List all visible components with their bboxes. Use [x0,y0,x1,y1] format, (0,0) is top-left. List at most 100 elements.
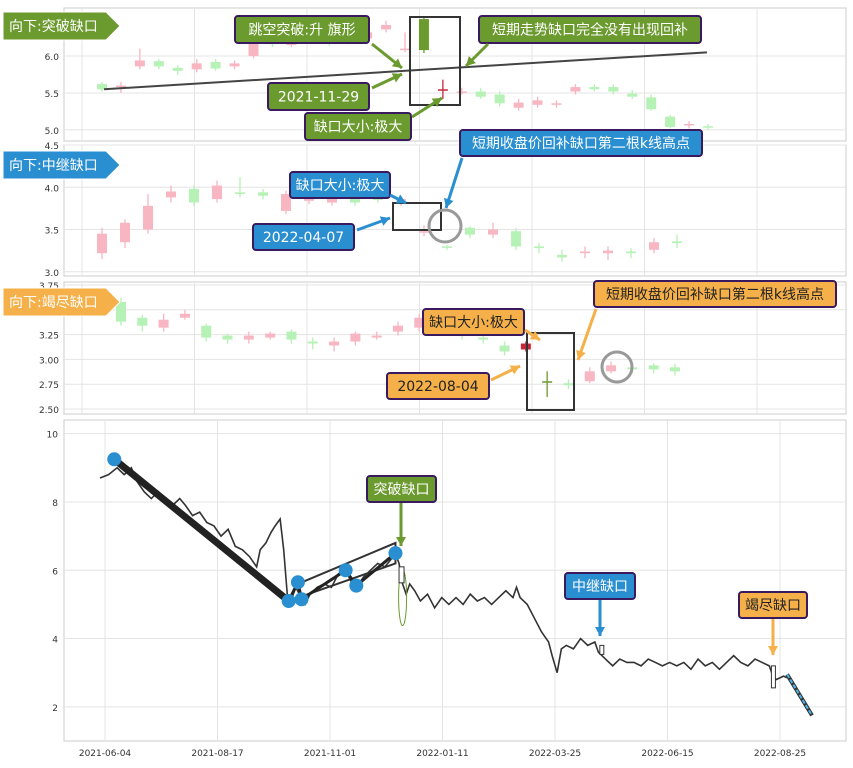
candle-body [350,333,361,342]
candle-body [235,192,245,195]
panel-breakaway: 5.0 5.5 6.0 [45,7,847,142]
annotation-runaway-gap: 中继缺口 [564,572,636,600]
candle-body [580,251,590,254]
candle [258,188,268,200]
annotation-exhaustion-fill: 短期收盘价回补缺口第二根k线高点 [593,280,837,308]
y-tick-label: 3.0 [45,269,60,279]
candle [414,313,425,332]
annotation-runaway-gap-text: 中继缺口 [572,579,628,595]
pattern-point [294,592,309,607]
candle [172,64,183,76]
candle [513,98,524,111]
candle-body [606,365,617,372]
arrow-exhaustion-gap [768,619,778,655]
gap-box [409,16,461,106]
candle-body [419,231,429,233]
candle-body [520,343,531,350]
candle-body [532,100,543,105]
y-tick-label: 4.0 [45,184,60,194]
annotation-breakaway-type: 跳空突破:升 旗形 [234,15,370,44]
candle [437,79,448,99]
candle-body [210,61,221,69]
annotation-breakaway-size-box [304,112,412,141]
candle [649,237,659,254]
candle-body [116,301,126,322]
arrow-exhaustion-gap-head [768,646,778,655]
candle-body [281,194,291,211]
candle-body [648,365,659,370]
candle-body [570,87,581,92]
arrow-exhaustion-date [490,364,521,382]
arrow-runaway-date-head [379,216,390,226]
x-tick-label: 2021-06-04 [79,749,132,759]
candle-body [488,229,498,235]
candle-body [414,317,425,328]
annotation-exhaustion-date-text: 2022-08-04 [397,379,478,395]
fill-circle [600,350,634,384]
candle [442,244,452,250]
arrow-runaway-size-head [395,194,406,204]
y-tick-label: 4.5 [45,142,59,152]
candle-body [513,102,524,108]
candle [542,371,553,398]
arrow-breakaway-gap [396,503,406,546]
arrow-breakaway-size [411,96,443,119]
candle [418,17,429,54]
candle [703,124,713,130]
candle-body [542,381,553,383]
y-tick-label: 6 [52,567,58,577]
candle-body [511,231,521,247]
candle-body [158,319,169,328]
x-tick-label: 2022-06-15 [641,749,693,759]
arrow-runaway-gap-head [595,627,605,636]
annotation-exhaustion-date-box [386,372,490,400]
arrow-exhaustion-size-head [529,330,540,340]
candle [400,32,410,53]
candle-body [584,371,595,382]
candle-body [143,205,153,230]
annotation-breakaway-size-text: 缺口大小:极大 [314,120,403,136]
candle-body [381,24,392,30]
candle [646,94,657,111]
candle [557,249,567,262]
candle-body [201,325,212,338]
annotation-runaway-date-box [252,223,355,251]
candle-body [557,254,567,258]
arrow-breakaway-type [371,42,403,70]
annotation-runaway-size-text: 缺口大小:极大 [296,178,385,194]
candle-body [243,335,254,340]
candle-body [646,97,657,110]
annotation-breakaway-size: 缺口大小:极大 [304,112,412,141]
candle-body [534,246,544,249]
trendline [103,51,708,91]
y-tick-label: 5.5 [45,90,59,100]
y-tick-label: 4 [52,636,58,646]
candle-body [442,246,452,248]
candle [608,84,619,95]
candle [120,219,130,249]
candle-body [189,188,199,203]
candle-body [665,116,676,127]
annotation-exhaustion-date: 2022-08-04 [386,372,490,400]
annotation-no-fill: 短期走势缺口完全没有出现回补 [478,15,702,44]
annotation-exhaustion-fill-text: 短期收盘价回补缺口第二根k线高点 [606,286,824,303]
gap-box [392,202,442,231]
candle-body [551,103,562,105]
candle [551,100,562,108]
candle [499,341,510,356]
x-tick-label: 2022-03-25 [529,749,581,759]
candle-body [684,124,695,126]
annotation-runaway-size: 缺口大小:极大 [289,171,391,199]
candle-body [307,341,318,344]
candle [116,297,126,326]
candle [97,227,107,260]
candle [137,314,148,332]
candle-body [97,233,107,254]
candle-body [494,94,505,104]
exhaustion-gap-box [770,665,776,689]
candle-body [265,333,276,338]
candle-body [120,222,130,243]
candle [229,60,240,70]
annotation-breakaway-gap-text: 突破缺口 [374,482,430,498]
